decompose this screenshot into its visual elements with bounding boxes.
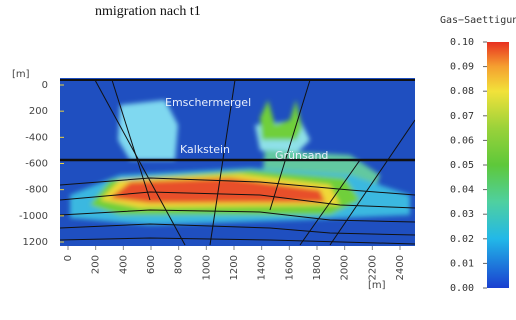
colorbar-tick-label: 0.09 — [450, 62, 474, 73]
colorbar-tick-label: 0.01 — [450, 258, 474, 269]
x-axis-label: [m] — [368, 280, 386, 291]
x-tick-label: 800 — [174, 255, 185, 274]
x-tick-label: 2400 — [395, 255, 406, 280]
colorbar-tick-label: 0.07 — [450, 111, 474, 122]
y-tick-label: 0 — [42, 80, 48, 91]
annotation: Grünsand — [275, 149, 328, 162]
x-tick-label: 2200 — [367, 255, 378, 280]
x-tick-label: 0 — [63, 255, 74, 261]
x-tick-label: 200 — [91, 255, 102, 274]
annotation: Kalkstein — [180, 143, 230, 156]
x-tick-label: 1200 — [229, 255, 240, 280]
colorbar-tick-label: 0.00 — [450, 283, 474, 294]
x-tick-label: 400 — [118, 255, 129, 274]
colorbar-tick-label: 0.05 — [450, 160, 474, 171]
x-tick-label: 600 — [146, 255, 157, 274]
colorbar — [487, 42, 509, 288]
y-tick-label: -800 — [25, 185, 48, 196]
colorbar-tick-label: 0.03 — [450, 209, 474, 220]
y-tick-label: -400 — [25, 132, 48, 143]
x-tick-label: 1800 — [312, 255, 323, 280]
colorbar-tick-label: 0.06 — [450, 135, 474, 146]
x-tick-label: 1600 — [284, 255, 295, 280]
x-tick-label: 2000 — [340, 255, 351, 280]
annotation: Emschermergel — [165, 96, 251, 109]
y-tick-label: 200 — [29, 106, 48, 117]
y-tick-label: 1200 — [23, 237, 48, 248]
chart-title: nmigration nach t1 — [95, 4, 201, 19]
y-tick-label: -600 — [25, 159, 48, 170]
colorbar-title: Gas−Saettigung [−] — [440, 15, 516, 26]
x-tick-label: 1400 — [257, 255, 268, 280]
colorbar-tick-label: 0.02 — [450, 234, 474, 245]
colorbar-tick-label: 0.08 — [450, 86, 474, 97]
colorbar-tick-label: 0.10 — [450, 37, 474, 48]
field — [60, 78, 415, 246]
y-axis-label: [m] — [12, 69, 30, 80]
x-tick-label: 1000 — [201, 255, 212, 280]
colorbar-tick-label: 0.04 — [450, 185, 474, 196]
y-tick-label: -1000 — [19, 211, 48, 222]
